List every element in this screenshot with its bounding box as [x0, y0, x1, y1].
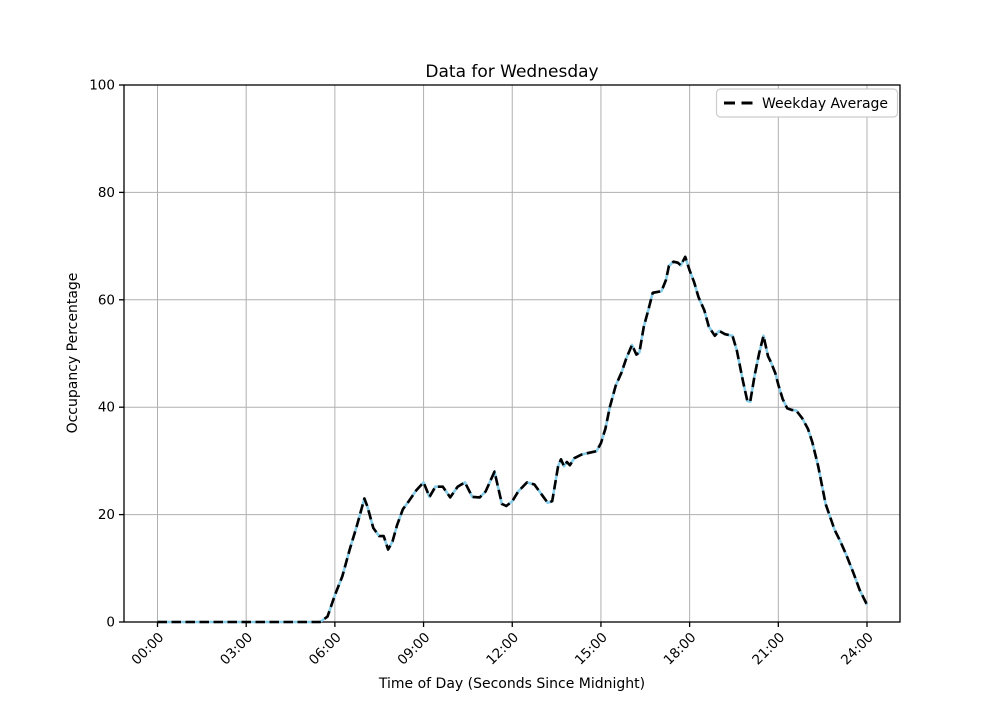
- legend-label: Weekday Average: [762, 96, 888, 112]
- data-series: [157, 255, 869, 624]
- y-tick-label: 40: [98, 400, 115, 416]
- x-axis-label: Time of Day (Seconds Since Midnight): [378, 676, 645, 692]
- y-tick-label: 0: [106, 615, 115, 631]
- y-tick-label: 100: [89, 78, 115, 94]
- y-tick-label: 80: [98, 185, 115, 201]
- tick-marks: [119, 84, 868, 627]
- legend: Weekday Average: [715, 88, 899, 118]
- chart-title: Data for Wednesday: [425, 62, 598, 82]
- y-tick-label: 20: [98, 507, 115, 523]
- y-tick-labels: 0 20 40 60 80 100: [89, 78, 115, 631]
- weekday-average-line: [157, 255, 869, 624]
- y-axis-label: Occupancy Percentage: [65, 273, 81, 434]
- y-tick-label: 60: [98, 292, 115, 308]
- legend-box: [715, 88, 899, 118]
